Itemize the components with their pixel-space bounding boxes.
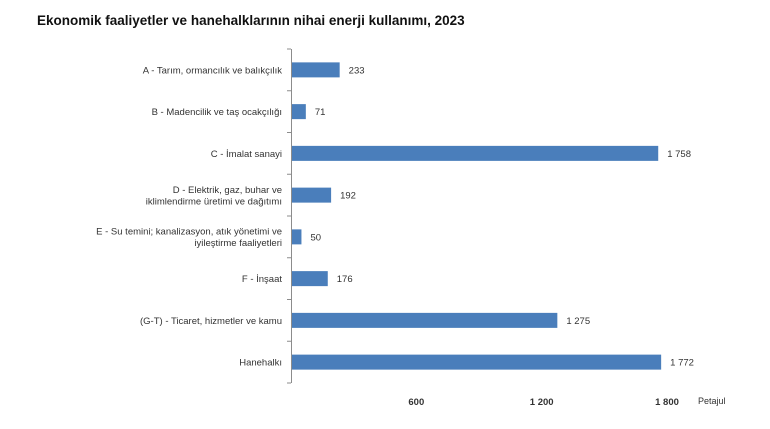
bar (292, 62, 340, 78)
bar-value-label: 1 758 (667, 149, 691, 160)
category-label: F - İnşaat (242, 274, 282, 285)
category-label: A - Tarım, ormancılık ve balıkçılık (143, 65, 282, 76)
bar (292, 104, 306, 120)
category-label: iklimlendirme üretimi ve dağıtımı (146, 196, 282, 207)
bar (292, 354, 662, 370)
category-label: C - İmalat sanayi (211, 149, 282, 160)
bar-value-label: 233 (349, 65, 365, 76)
bar-value-label: 192 (340, 191, 356, 202)
bar (292, 229, 302, 245)
x-axis-unit-label: Petajul (698, 396, 726, 406)
bar (292, 312, 558, 328)
category-label: D - Elektrik, gaz, buhar ve (173, 185, 282, 196)
x-tick-label: 1 200 (530, 397, 554, 408)
bar (292, 145, 659, 161)
category-label: E - Su temini; kanalizasyon, atık yöneti… (96, 227, 282, 238)
category-label: (G-T) - Ticaret, hizmetler ve kamu (140, 316, 282, 327)
bar (292, 187, 332, 203)
x-tick-label: 1 800 (655, 397, 679, 408)
category-label: B - Madencilik ve taş ocakçılığı (152, 107, 282, 118)
bar-value-label: 50 (310, 232, 321, 243)
bar-value-label: 176 (337, 274, 353, 285)
bar (292, 271, 328, 287)
category-label: Hanehalkı (239, 358, 282, 369)
chart-title: Ekonomik faaliyetler ve hanehalklarının … (37, 13, 465, 28)
x-tick-label: 600 (408, 397, 424, 408)
category-label: iyileştirme faaliyetleri (194, 238, 282, 249)
bar-value-label: 71 (315, 107, 326, 118)
bar-value-label: 1 275 (566, 316, 590, 327)
bar-value-label: 1 772 (670, 358, 694, 369)
